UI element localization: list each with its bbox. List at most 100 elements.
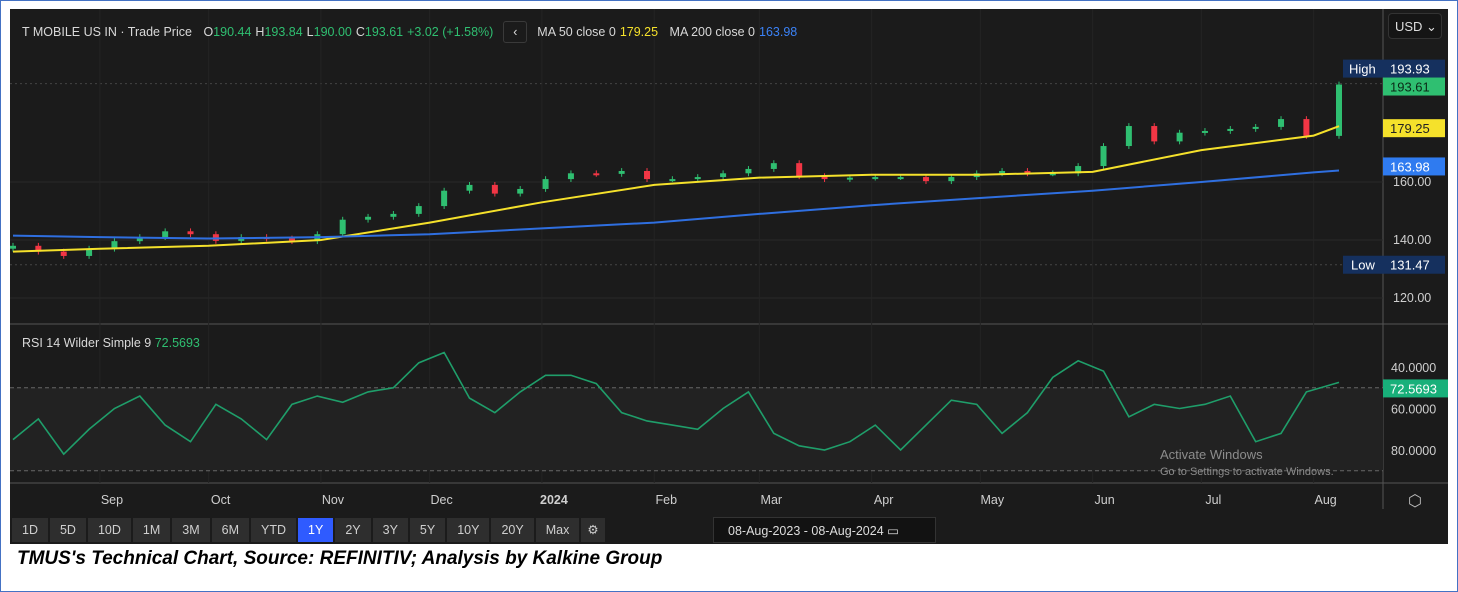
candle [1075,163,1082,177]
high-label-bg [1343,59,1383,78]
candle [466,182,473,194]
range-10d[interactable]: 10D [87,518,131,542]
candle-body [821,176,828,180]
high-label: High [1349,62,1376,77]
ma200-label: MA 200 close 0 [669,25,755,39]
month-label: Feb [655,493,677,507]
candle-body [1075,166,1082,174]
range-2y[interactable]: 2Y [335,518,371,542]
candle [720,170,727,180]
open-value: 190.44 [213,25,252,39]
price-tick: 160.00 [1393,175,1431,189]
candle [821,173,828,182]
range-5d[interactable]: 5D [49,518,86,542]
chevron-left-icon[interactable]: ‹ [503,21,528,43]
chart-header: T MOBILE US IN · Trade Price O190.44 H19… [22,21,797,43]
candle-body [111,241,118,249]
candle [441,187,448,209]
range-10y[interactable]: 10Y [447,518,490,542]
candle-body [796,163,803,177]
candle [770,160,777,172]
price-tick: 120.00 [1393,291,1431,305]
rsi-tick: 60.0000 [1391,403,1436,417]
range-max[interactable]: Max [535,518,580,542]
candle [1125,123,1132,149]
candle [1176,129,1183,145]
candle-body [365,216,372,220]
candle [745,166,752,177]
candle [1201,128,1208,136]
range-toolbar: 1D 5D 10D 1M 3M 6M YTD 1Y 2Y 3Y 5Y 10Y 2… [12,518,605,542]
last-price-tag: 193.61 [1383,77,1445,96]
ma200-value: 163.98 [759,25,798,39]
candle-body [1176,132,1183,142]
range-1m[interactable]: 1M [132,518,171,542]
candle [618,168,625,177]
candle-body [415,206,422,214]
rsi-value: 72.5693 [155,336,200,350]
candle [1024,168,1031,177]
settings-hex-icon[interactable]: ⬡ [1408,493,1422,509]
candle [365,213,372,223]
candle [1100,143,1107,169]
range-1y[interactable]: 1Y [298,518,334,542]
range-20y[interactable]: 20Y [491,518,534,542]
rsi-tick: 80.0000 [1391,444,1436,458]
candle-body [517,188,524,194]
candle-body [948,177,955,182]
low-value: 190.00 [313,25,352,39]
high-price-tag-bg [1383,59,1445,78]
ma50-tag: 179.25 [1383,119,1445,138]
candle [415,203,422,217]
change-value: +3.02 (+1.58%) [407,25,494,39]
range-ytd[interactable]: YTD [251,518,297,542]
high-label: H [255,25,265,39]
month-label: Oct [211,493,231,507]
high-price-tag-text: 193.93 [1390,62,1430,77]
low-price-tag: 131.47 [1383,255,1445,274]
candle [517,186,524,197]
chart-svg[interactable]: 120.00 140.00 160.00 Sep Oct Nov Dec 2024 Feb Mar… [10,9,1448,509]
candle-body [1303,119,1310,136]
range-5y[interactable]: 5Y [409,518,446,542]
watermark-line1: Activate Windows [1160,447,1263,462]
low-price-tag-text: 131.47 [1390,258,1430,273]
candle-body [339,219,346,235]
candle-body [1227,128,1234,131]
candle [1336,81,1342,139]
candle [187,228,194,238]
gear-icon[interactable]: ⚙ [581,518,605,542]
date-range-picker[interactable]: 08-Aug-2023 - 08-Aug-2024 ▭ [713,517,936,543]
candle-body [922,177,929,182]
candle [922,174,929,185]
low-price-tag-bg [1383,255,1445,274]
candle-body [1278,119,1285,127]
rsi-value-tag: 72.5693 [1383,379,1448,398]
candle-body [593,173,600,176]
range-6m[interactable]: 6M [211,518,250,542]
month-label: Jul [1205,493,1221,507]
range-3m[interactable]: 3M [172,518,210,542]
currency-select[interactable]: USD ⌄ [1388,13,1442,39]
candle-body [1252,126,1259,129]
close-label: C [355,25,365,39]
candle-body [1100,146,1107,167]
low-label-bg [1343,255,1383,274]
candle-body [846,177,853,180]
candle-body [999,170,1006,174]
range-1d[interactable]: 1D [12,518,48,542]
candle [694,174,701,182]
low-label: L [306,25,314,39]
month-label: Nov [322,493,345,507]
candle-body [1125,126,1132,147]
candle [491,182,498,197]
month-label: Apr [874,493,893,507]
range-3y[interactable]: 3Y [372,518,408,542]
candle-body [390,213,397,217]
ma200-tag: 163.98 [1383,157,1445,176]
candle-body [288,238,295,242]
candle-body [669,179,676,182]
ma200-tag-bg [1383,157,1445,176]
candle [10,242,16,252]
candle [948,174,955,185]
